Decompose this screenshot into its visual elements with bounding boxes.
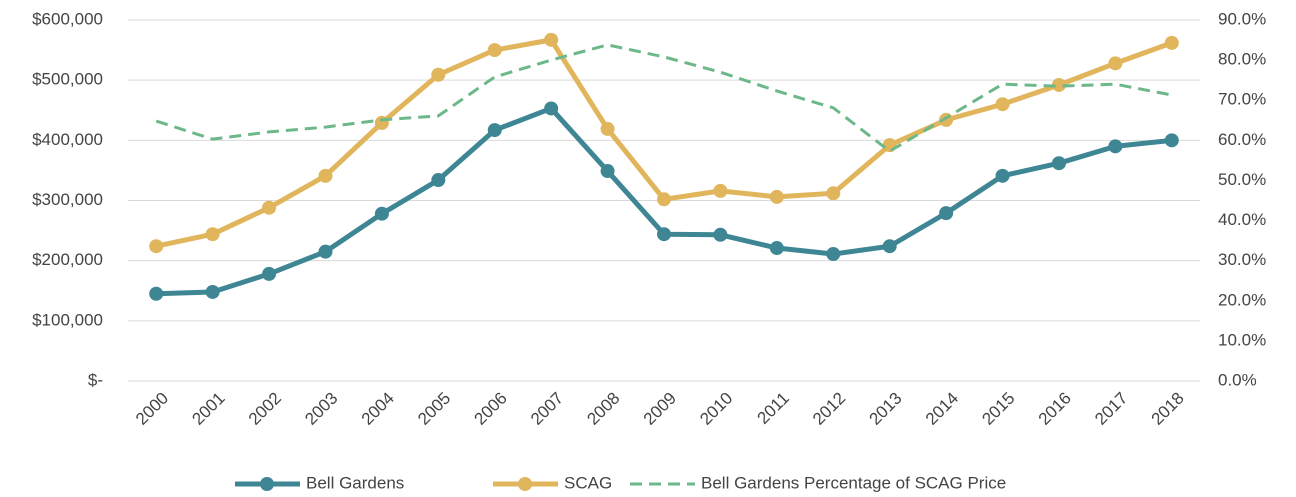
point	[318, 168, 333, 183]
point	[205, 227, 220, 242]
y2-tick-label: 10.0%	[1218, 330, 1266, 349]
y2-tick-label: 60.0%	[1218, 130, 1266, 149]
x-tick-label: 2004	[358, 389, 398, 429]
x-tick-label: 2018	[1148, 389, 1188, 429]
point	[374, 115, 389, 130]
series-line	[155, 43, 1173, 153]
y2-tick-label: 40.0%	[1218, 210, 1266, 229]
y-tick-label: $200,000	[32, 250, 103, 269]
y2-tick-label: 0.0%	[1218, 370, 1257, 389]
point	[826, 186, 841, 201]
point	[995, 168, 1010, 183]
x-tick-label: 2006	[471, 389, 511, 429]
x-tick-label: 2011	[754, 389, 793, 428]
y-tick-label: $600,000	[32, 9, 103, 28]
point	[149, 239, 164, 254]
point	[1164, 35, 1179, 50]
point	[544, 32, 559, 47]
y2-tick-label: 90.0%	[1218, 9, 1266, 28]
x-tick-label: 2010	[696, 389, 736, 429]
x-tick-label: 2012	[809, 389, 849, 429]
x-tick-label: 2007	[527, 389, 567, 429]
point	[431, 67, 446, 82]
x-tick-label: 2001	[188, 389, 228, 429]
x-tick-label: 2015	[978, 389, 1018, 429]
point	[939, 206, 954, 221]
point	[149, 286, 164, 301]
y2-tick-label: 80.0%	[1218, 50, 1266, 69]
x-tick-label: 2002	[245, 389, 285, 429]
point	[769, 189, 784, 204]
legend-marker	[260, 477, 274, 491]
y-tick-label: $500,000	[32, 70, 103, 89]
point	[995, 97, 1010, 112]
legend-label: SCAG	[564, 473, 612, 492]
y2-tick-label: 20.0%	[1218, 290, 1266, 309]
point	[544, 101, 559, 116]
x-tick-label: 2014	[922, 389, 962, 429]
point	[262, 266, 277, 281]
point	[1108, 139, 1123, 154]
y-tick-label: $400,000	[32, 130, 103, 149]
point	[262, 200, 277, 215]
point	[205, 284, 220, 299]
y2-tick-label: 50.0%	[1218, 170, 1266, 189]
point	[826, 247, 841, 262]
x-tick-label: 2016	[1035, 389, 1075, 429]
x-tick-label: 2009	[640, 389, 680, 429]
x-tick-label: 2017	[1091, 389, 1131, 429]
y2-tick-label: 30.0%	[1218, 250, 1266, 269]
x-tick-label: 2008	[583, 389, 623, 429]
point	[1108, 56, 1123, 71]
x-tick-label: 2000	[132, 389, 172, 429]
x-tick-label: 2005	[414, 389, 454, 429]
point	[882, 138, 897, 153]
y-tick-label: $-	[88, 370, 103, 389]
point	[882, 239, 897, 254]
point	[431, 173, 446, 188]
y2-tick-label: 70.0%	[1218, 90, 1266, 109]
point	[657, 192, 671, 207]
point	[1051, 77, 1066, 92]
point	[600, 121, 615, 136]
point	[769, 241, 784, 256]
series-line	[155, 37, 1173, 249]
point	[1164, 133, 1179, 148]
point	[657, 227, 671, 242]
point	[713, 183, 728, 198]
point	[1051, 156, 1066, 171]
point	[374, 206, 389, 221]
point	[713, 227, 728, 242]
x-tick-label: 2003	[301, 389, 341, 429]
legend-label: Bell Gardens Percentage of SCAG Price	[701, 473, 1006, 492]
legend-marker	[518, 477, 532, 491]
x-tick-label: 2013	[866, 389, 906, 429]
legend-label: Bell Gardens	[306, 473, 404, 492]
point	[318, 244, 333, 259]
point	[600, 164, 615, 179]
point	[487, 43, 502, 58]
point	[487, 123, 502, 138]
y-tick-label: $300,000	[32, 190, 103, 209]
y-tick-label: $100,000	[32, 310, 103, 329]
